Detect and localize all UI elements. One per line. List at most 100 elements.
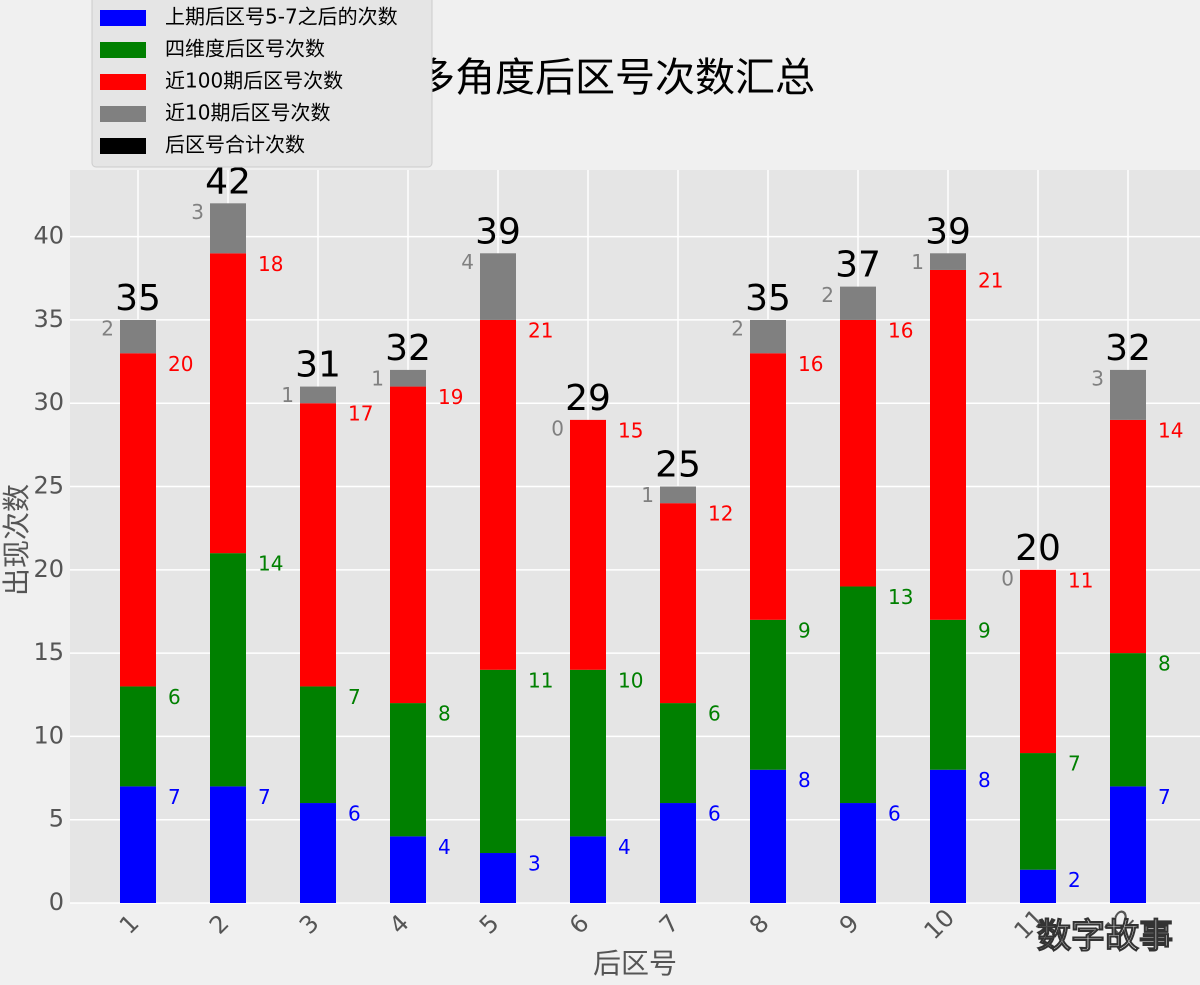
y-axis-label: 出现次数 bbox=[0, 484, 33, 596]
legend: 上期后区号5-7之后的次数四维度后区号次数近100期后区号次数近10期后区号次数… bbox=[91, 0, 433, 168]
plot-area bbox=[70, 170, 1200, 903]
value-label: 2 bbox=[821, 283, 834, 307]
value-label: 12 bbox=[708, 502, 733, 526]
bar-segment bbox=[480, 253, 516, 320]
value-label: 6 bbox=[708, 702, 721, 726]
y-tick-label: 40 bbox=[33, 222, 64, 250]
bar-segment bbox=[120, 353, 156, 687]
value-label: 4 bbox=[618, 835, 631, 859]
bar-segment bbox=[390, 369, 426, 387]
bar-segment bbox=[1110, 653, 1146, 787]
total-label: 35 bbox=[745, 278, 791, 319]
legend-swatch bbox=[100, 10, 146, 26]
bar-segment bbox=[1110, 369, 1146, 420]
value-label: 14 bbox=[258, 552, 283, 576]
value-label: 7 bbox=[168, 785, 181, 809]
bar-segment bbox=[1020, 869, 1056, 903]
value-label: 11 bbox=[528, 668, 553, 692]
bar-segment bbox=[660, 703, 696, 804]
legend-label: 近10期后区号次数 bbox=[165, 101, 330, 125]
value-label: 1 bbox=[911, 250, 924, 274]
value-label: 13 bbox=[888, 585, 913, 609]
bar-segment bbox=[570, 836, 606, 903]
value-label: 18 bbox=[258, 252, 283, 276]
value-label: 19 bbox=[438, 385, 463, 409]
legend-swatch bbox=[100, 138, 146, 154]
bar-segment bbox=[300, 686, 336, 804]
y-tick-label: 30 bbox=[33, 388, 64, 416]
bar-segment bbox=[480, 319, 516, 670]
total-label: 35 bbox=[115, 278, 161, 319]
y-tick-label: 10 bbox=[33, 721, 64, 749]
value-label: 6 bbox=[708, 802, 721, 826]
legend-label: 后区号合计次数 bbox=[165, 133, 305, 157]
legend-label: 四维度后区号次数 bbox=[165, 37, 325, 61]
total-label: 39 bbox=[925, 211, 971, 252]
bar-segment bbox=[660, 503, 696, 704]
value-label: 10 bbox=[618, 668, 643, 692]
value-label: 16 bbox=[798, 352, 823, 376]
chart-title: 多角度后区号次数汇总 bbox=[415, 55, 815, 101]
value-label: 20 bbox=[168, 352, 193, 376]
bar-segment bbox=[840, 319, 876, 587]
value-label: 7 bbox=[348, 685, 361, 709]
bar-segment bbox=[840, 286, 876, 320]
total-label: 25 bbox=[655, 445, 701, 486]
total-label: 42 bbox=[205, 161, 251, 202]
bar-segment bbox=[390, 703, 426, 837]
value-label: 9 bbox=[978, 618, 991, 642]
y-tick-label: 5 bbox=[49, 805, 64, 833]
bar-segment bbox=[120, 319, 156, 354]
value-label: 6 bbox=[168, 685, 181, 709]
y-tick-label: 20 bbox=[33, 555, 64, 583]
bar-segment bbox=[660, 486, 696, 504]
bar-segment bbox=[840, 803, 876, 903]
value-label: 2 bbox=[1068, 868, 1081, 892]
bar-segment bbox=[300, 386, 336, 404]
value-label: 17 bbox=[348, 402, 373, 426]
y-tick-label: 25 bbox=[33, 472, 64, 500]
value-label: 8 bbox=[438, 702, 451, 726]
value-label: 0 bbox=[551, 416, 564, 440]
legend-swatch bbox=[100, 74, 146, 90]
value-label: 9 bbox=[798, 618, 811, 642]
bar-segment bbox=[750, 319, 786, 354]
bar-segment bbox=[210, 553, 246, 787]
y-tick-label: 0 bbox=[49, 888, 64, 916]
legend-swatch bbox=[100, 42, 146, 58]
bar-segment bbox=[120, 686, 156, 787]
value-label: 4 bbox=[461, 250, 474, 274]
value-label: 21 bbox=[978, 268, 1003, 292]
value-label: 7 bbox=[258, 785, 271, 809]
legend-label: 上期后区号5-7之后的次数 bbox=[165, 5, 398, 29]
bar-segment bbox=[210, 203, 246, 254]
value-label: 15 bbox=[618, 418, 643, 442]
bar-segment bbox=[1110, 419, 1146, 654]
watermark: 数字故事 bbox=[1037, 917, 1173, 957]
value-label: 6 bbox=[888, 802, 901, 826]
bar-segment bbox=[930, 253, 966, 270]
marks: 7620235714183426717131481913231121439410… bbox=[101, 161, 1183, 903]
total-label: 32 bbox=[385, 328, 431, 369]
total-label: 20 bbox=[1015, 528, 1061, 569]
value-label: 2 bbox=[731, 316, 744, 340]
x-axis-label: 后区号 bbox=[593, 947, 677, 980]
value-label: 21 bbox=[528, 318, 553, 342]
total-label: 31 bbox=[295, 345, 341, 386]
bar-segment bbox=[1020, 753, 1056, 870]
bar-segment bbox=[660, 803, 696, 903]
bar-segment bbox=[300, 803, 336, 903]
value-label: 14 bbox=[1158, 418, 1183, 442]
bar-segment bbox=[480, 669, 516, 854]
y-tick-label: 15 bbox=[33, 638, 64, 666]
bar-segment bbox=[840, 586, 876, 804]
bar-segment bbox=[120, 786, 156, 903]
value-label: 1 bbox=[641, 483, 654, 507]
bar-segment bbox=[570, 669, 606, 837]
bar-segment bbox=[1020, 569, 1056, 754]
legend-box bbox=[91, 0, 433, 168]
value-label: 16 bbox=[888, 318, 913, 342]
value-label: 8 bbox=[798, 768, 811, 792]
